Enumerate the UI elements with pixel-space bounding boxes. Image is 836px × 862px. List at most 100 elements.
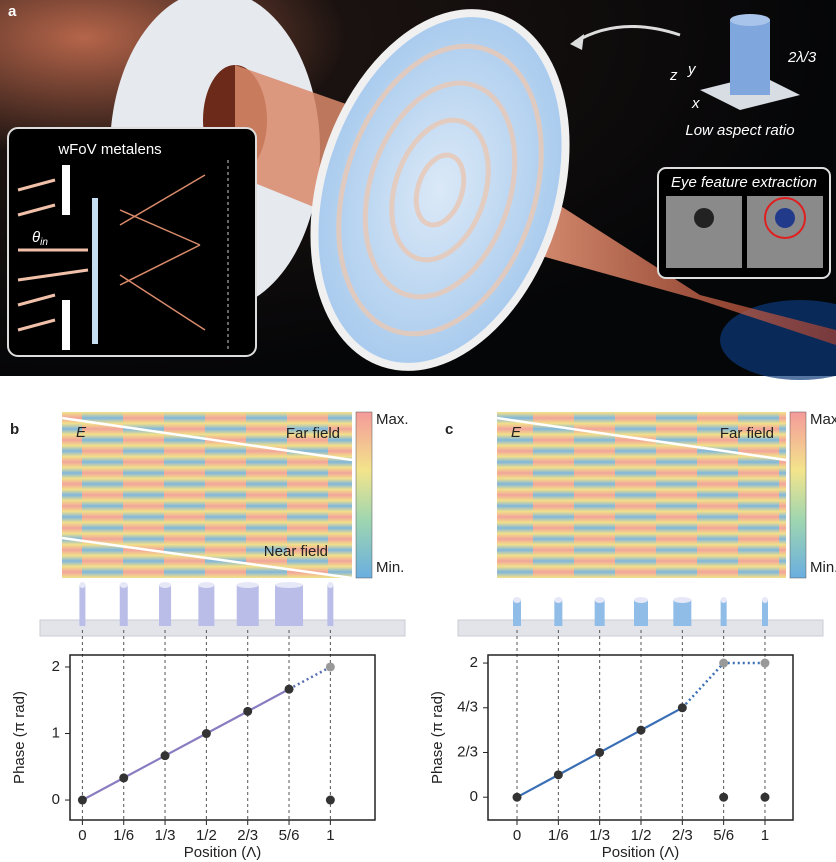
caption: Low aspect ratio <box>685 122 794 139</box>
x-tick-label: 1/3 <box>589 827 610 844</box>
x-tick-label: 2/3 <box>237 827 258 844</box>
pillar-top <box>761 597 768 603</box>
x-tick-label: 1/6 <box>548 827 569 844</box>
point <box>243 706 253 716</box>
output-rays <box>119 174 206 331</box>
far-field-line <box>61 416 353 462</box>
x-tick-label: 1 <box>326 827 334 844</box>
pillar <box>761 600 768 626</box>
pillar <box>198 585 215 626</box>
point <box>325 662 335 672</box>
colorbar-min: Min. <box>376 559 404 576</box>
pillar <box>730 20 770 95</box>
y-tick-label: 0 <box>470 788 478 805</box>
x-tick-label: 0 <box>513 827 521 844</box>
lens-rings <box>336 43 544 337</box>
colorbar-max: Max. <box>810 411 836 428</box>
pillar <box>594 600 605 626</box>
pillar <box>79 585 86 626</box>
x-tick-label: 0 <box>78 827 86 844</box>
pillar-top <box>633 597 648 603</box>
source-label: E <box>76 424 87 441</box>
panel-label: b <box>10 421 19 438</box>
y-tick-label: 0 <box>52 791 60 808</box>
colorbar <box>789 411 807 579</box>
point <box>719 792 729 802</box>
x-axis-label: Position (Λ) <box>184 844 262 861</box>
near-field-label: Near field <box>264 543 328 560</box>
x-tick-label: 1/2 <box>196 827 217 844</box>
point <box>512 792 522 802</box>
axis-label: z <box>669 67 678 84</box>
point <box>636 725 646 735</box>
output-beam <box>520 180 836 345</box>
eye-title: Eye feature extraction <box>671 174 817 191</box>
colorbar-min: Min. <box>810 559 836 576</box>
panel-a: wFoV metalens θin 2λ/3 z y x Low aspect … <box>0 0 836 380</box>
pillar <box>119 585 128 626</box>
pillar <box>275 585 304 626</box>
point <box>719 658 729 668</box>
aperture <box>62 300 70 350</box>
point <box>677 703 687 713</box>
pillar <box>159 585 172 626</box>
theta: θin <box>32 229 48 248</box>
panel-label: a <box>8 3 17 20</box>
y-tick-label: 2/3 <box>457 743 478 760</box>
pillar-top <box>119 582 128 588</box>
pillar <box>513 600 522 626</box>
arrowhead <box>570 34 584 50</box>
point <box>160 751 170 761</box>
pillar-top <box>554 597 563 603</box>
pillar-top <box>673 597 692 603</box>
aperture <box>62 165 70 215</box>
point <box>325 795 335 805</box>
far-field-label: Far field <box>720 425 774 442</box>
y-axis-label: Phase (π rad) <box>429 691 446 784</box>
y-tick-label: 2 <box>52 658 60 675</box>
panel-label: c <box>445 421 453 438</box>
axis-label: x <box>691 95 700 112</box>
x-axis-label: Position (Λ) <box>602 844 680 861</box>
arrow <box>574 25 681 44</box>
y-tick-label: 4/3 <box>457 699 478 716</box>
far-field-line <box>496 416 787 462</box>
x-tick-label: 1/6 <box>113 827 134 844</box>
eye-image <box>747 196 823 268</box>
inset-title: wFoV metalens <box>57 141 161 158</box>
y-tick-label: 2 <box>470 654 478 671</box>
point <box>595 747 605 757</box>
height-label: 2λ/3 <box>787 49 817 66</box>
axis-label: y <box>687 61 697 78</box>
pillar-top <box>730 14 770 26</box>
point <box>284 684 294 694</box>
pillar-top <box>594 597 605 603</box>
plot-frame <box>487 654 794 821</box>
far-field-label: Far field <box>286 425 340 442</box>
x-tick-label: 2/3 <box>672 827 693 844</box>
point <box>553 770 563 780</box>
plot-frame <box>69 654 376 821</box>
colorbar-max: Max. <box>376 411 409 428</box>
series-line <box>288 665 331 691</box>
source-label: E <box>511 424 522 441</box>
pillar-top <box>720 597 727 603</box>
x-tick-label: 1/3 <box>155 827 176 844</box>
x-tick-label: 5/6 <box>713 827 734 844</box>
pillar-top <box>275 582 304 588</box>
detection-ring <box>764 197 806 239</box>
x-tick-label: 1/2 <box>631 827 652 844</box>
pillar-top <box>159 582 172 588</box>
point <box>760 658 770 668</box>
near-field-line <box>61 536 353 580</box>
pillar-top <box>327 582 334 588</box>
pillar <box>327 585 334 626</box>
platform <box>39 619 406 637</box>
substrate <box>92 198 98 344</box>
theta-symbol: θ <box>32 229 40 246</box>
x-tick-label: 5/6 <box>279 827 300 844</box>
pillar-top <box>513 597 522 603</box>
point <box>119 773 129 783</box>
